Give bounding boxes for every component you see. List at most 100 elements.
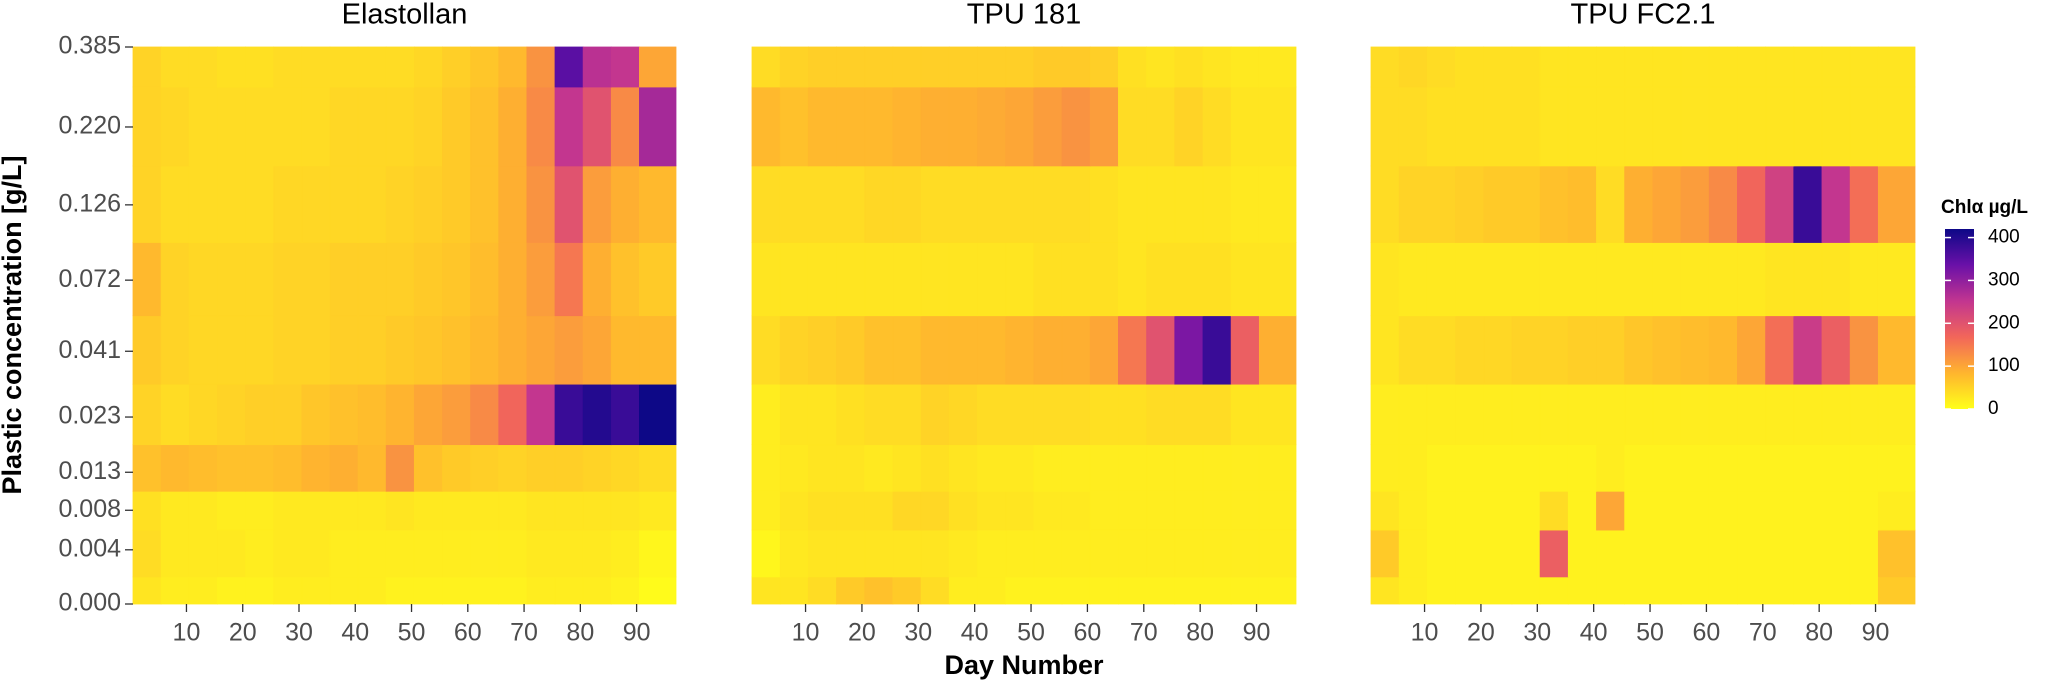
heat-cell xyxy=(807,165,837,243)
heat-cell xyxy=(1089,165,1119,243)
heat-cell xyxy=(1230,46,1260,88)
heat-cell xyxy=(1005,576,1035,605)
heat-cell xyxy=(1118,490,1148,531)
heat-cell xyxy=(610,444,640,492)
heat-cell xyxy=(357,490,387,531)
heat-cell xyxy=(751,46,781,88)
heat-cell xyxy=(132,444,162,492)
heat-cell xyxy=(920,315,950,385)
heat-cell xyxy=(1202,165,1232,243)
heat-cell xyxy=(582,165,612,243)
y-tick-label: 0.072 xyxy=(58,265,121,293)
heat-cell xyxy=(1680,165,1710,243)
heat-cell xyxy=(610,86,640,167)
heat-cell xyxy=(779,165,809,243)
heat-cell xyxy=(385,490,415,531)
heat-cell xyxy=(1426,576,1456,605)
heat-cell xyxy=(1567,315,1597,385)
heat-cell xyxy=(160,444,190,492)
heat-cell xyxy=(1033,490,1063,531)
heat-cell xyxy=(1089,242,1119,317)
heat-cell xyxy=(1567,86,1597,167)
heat-cell xyxy=(442,529,472,578)
heat-cell xyxy=(442,86,472,167)
heat-cell xyxy=(385,165,415,243)
heat-cell xyxy=(1061,576,1091,605)
heat-cell xyxy=(526,315,556,385)
heat-cell xyxy=(1398,490,1428,531)
heat-cell xyxy=(779,383,809,446)
heat-cell xyxy=(1737,46,1767,88)
x-tick-label: 30 xyxy=(1523,619,1551,647)
heat-cell xyxy=(329,46,359,88)
heat-cell xyxy=(385,383,415,446)
heat-cell xyxy=(245,529,275,578)
panel-title: TPU 181 xyxy=(967,0,1081,31)
x-tick-label: 40 xyxy=(961,619,989,647)
heat-cell xyxy=(1118,383,1148,446)
heat-cell xyxy=(610,529,640,578)
heat-cell xyxy=(1737,529,1767,578)
heat-cell xyxy=(442,576,472,605)
heat-cell xyxy=(1539,490,1569,531)
heat-cell xyxy=(836,490,866,531)
heat-cell xyxy=(1821,576,1851,605)
heat-cell xyxy=(357,444,387,492)
heat-cell xyxy=(1089,444,1119,492)
heat-cell xyxy=(160,576,190,605)
x-tick-label: 20 xyxy=(1467,619,1495,647)
heat-cell xyxy=(470,444,500,492)
heat-cell xyxy=(245,490,275,531)
heat-cell xyxy=(526,86,556,167)
heat-cell xyxy=(217,46,246,88)
x-tick-label: 90 xyxy=(1862,619,1890,647)
heat-cell xyxy=(470,242,500,317)
heat-cell xyxy=(1483,46,1513,88)
heat-cell xyxy=(273,315,303,385)
heat-cell xyxy=(273,576,303,605)
heat-cell xyxy=(160,383,190,446)
y-tick-label: 0.008 xyxy=(58,495,121,523)
heat-cell xyxy=(1793,383,1823,446)
heat-cell xyxy=(413,315,443,385)
heat-cell xyxy=(1005,242,1035,317)
heat-cell xyxy=(1426,490,1456,531)
heat-cell xyxy=(1370,242,1400,317)
heat-cell xyxy=(1765,576,1795,605)
x-tick-label: 60 xyxy=(1074,619,1102,647)
heat-cell xyxy=(1596,86,1626,167)
heat-cell xyxy=(1539,383,1569,446)
heat-cell xyxy=(920,46,950,88)
heat-cell xyxy=(217,444,246,492)
heat-cell xyxy=(807,315,837,385)
heat-cell xyxy=(1174,165,1204,243)
heat-cell xyxy=(1118,86,1148,167)
heat-cell xyxy=(245,242,275,317)
heat-cell xyxy=(1202,576,1232,605)
heat-cell xyxy=(639,315,677,385)
heat-cell xyxy=(1146,315,1176,385)
heat-cell xyxy=(864,576,894,605)
heat-cell xyxy=(413,383,443,446)
heat-cell xyxy=(217,242,246,317)
heat-cell xyxy=(1680,315,1710,385)
heat-cell xyxy=(1089,490,1119,531)
heat-cell xyxy=(470,46,500,88)
heat-cell xyxy=(498,576,528,605)
heat-cell xyxy=(301,529,331,578)
heat-cell xyxy=(582,576,612,605)
heat-cell xyxy=(1230,490,1260,531)
heat-cell xyxy=(1061,383,1091,446)
heat-cell xyxy=(807,46,837,88)
heat-cell xyxy=(160,46,190,88)
panel-title: Elastollan xyxy=(342,0,468,31)
heat-cell xyxy=(1708,165,1738,243)
heat-cell xyxy=(1061,46,1091,88)
heat-cell xyxy=(639,444,677,492)
heat-cell xyxy=(1455,444,1485,492)
heat-cell xyxy=(413,242,443,317)
heat-cell xyxy=(1398,242,1428,317)
heat-cell xyxy=(1061,529,1091,578)
heat-cell xyxy=(526,46,556,88)
heat-cell xyxy=(836,529,866,578)
